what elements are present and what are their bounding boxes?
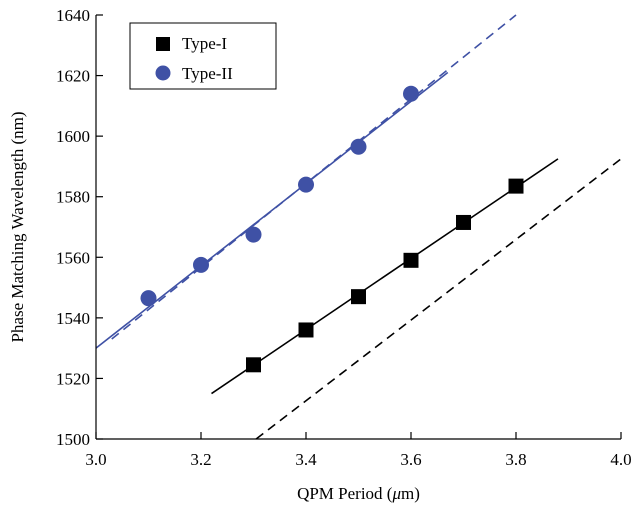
series-markers [140, 85, 524, 373]
x-tick-label: 3.8 [505, 450, 526, 469]
type-i-point [508, 178, 524, 194]
type-i-theory-line [255, 158, 622, 440]
legend-label-type-ii: Type-II [182, 64, 233, 83]
legend-label-type-i: Type-I [182, 34, 227, 53]
x-tick-label: 3.4 [295, 450, 317, 469]
type-ii-point [403, 85, 419, 102]
type-ii-point [350, 138, 367, 155]
x-tick-label: 3.0 [85, 450, 106, 469]
ticks [95, 14, 622, 440]
type-i-point [456, 214, 471, 230]
type-i-point [246, 357, 261, 373]
type-ii-point [140, 290, 157, 307]
type-ii-fit-line [95, 71, 449, 349]
x-tick-label: 4.0 [610, 450, 631, 469]
axes [95, 15, 621, 440]
type-i-fit-line [211, 158, 559, 395]
y-tick-label: 1500 [56, 430, 90, 449]
y-tick-label: 1520 [56, 369, 90, 388]
legend: Type-I Type-II [129, 22, 277, 90]
y-tick-label: 1620 [56, 67, 90, 86]
y-tick-label: 1600 [56, 127, 90, 146]
y-tick-label: 1640 [56, 6, 90, 25]
type-i-point [351, 289, 366, 305]
legend-marker-type-i [156, 37, 170, 51]
y-axis-title: Phase Matching Wavelength (nm) [8, 111, 27, 342]
legend-marker-type-ii [155, 65, 171, 81]
type-ii-point [193, 256, 209, 273]
type-i-point [298, 322, 314, 338]
type-i-point [403, 252, 419, 268]
tick-labels: 3.0 3.2 3.4 3.6 3.8 4.0 1500 1520 1540 1560 1580 16… [56, 6, 632, 469]
x-tick-label: 3.2 [190, 450, 211, 469]
x-tick-label: 3.6 [400, 450, 421, 469]
y-tick-label: 1580 [56, 188, 90, 207]
y-tick-label: 1540 [56, 309, 90, 328]
x-axis-title: QPM Period (μm) [297, 484, 420, 503]
legend-box [129, 22, 277, 90]
type-ii-point [298, 176, 314, 193]
type-ii-point [245, 226, 262, 243]
y-tick-label: 1560 [56, 248, 90, 267]
